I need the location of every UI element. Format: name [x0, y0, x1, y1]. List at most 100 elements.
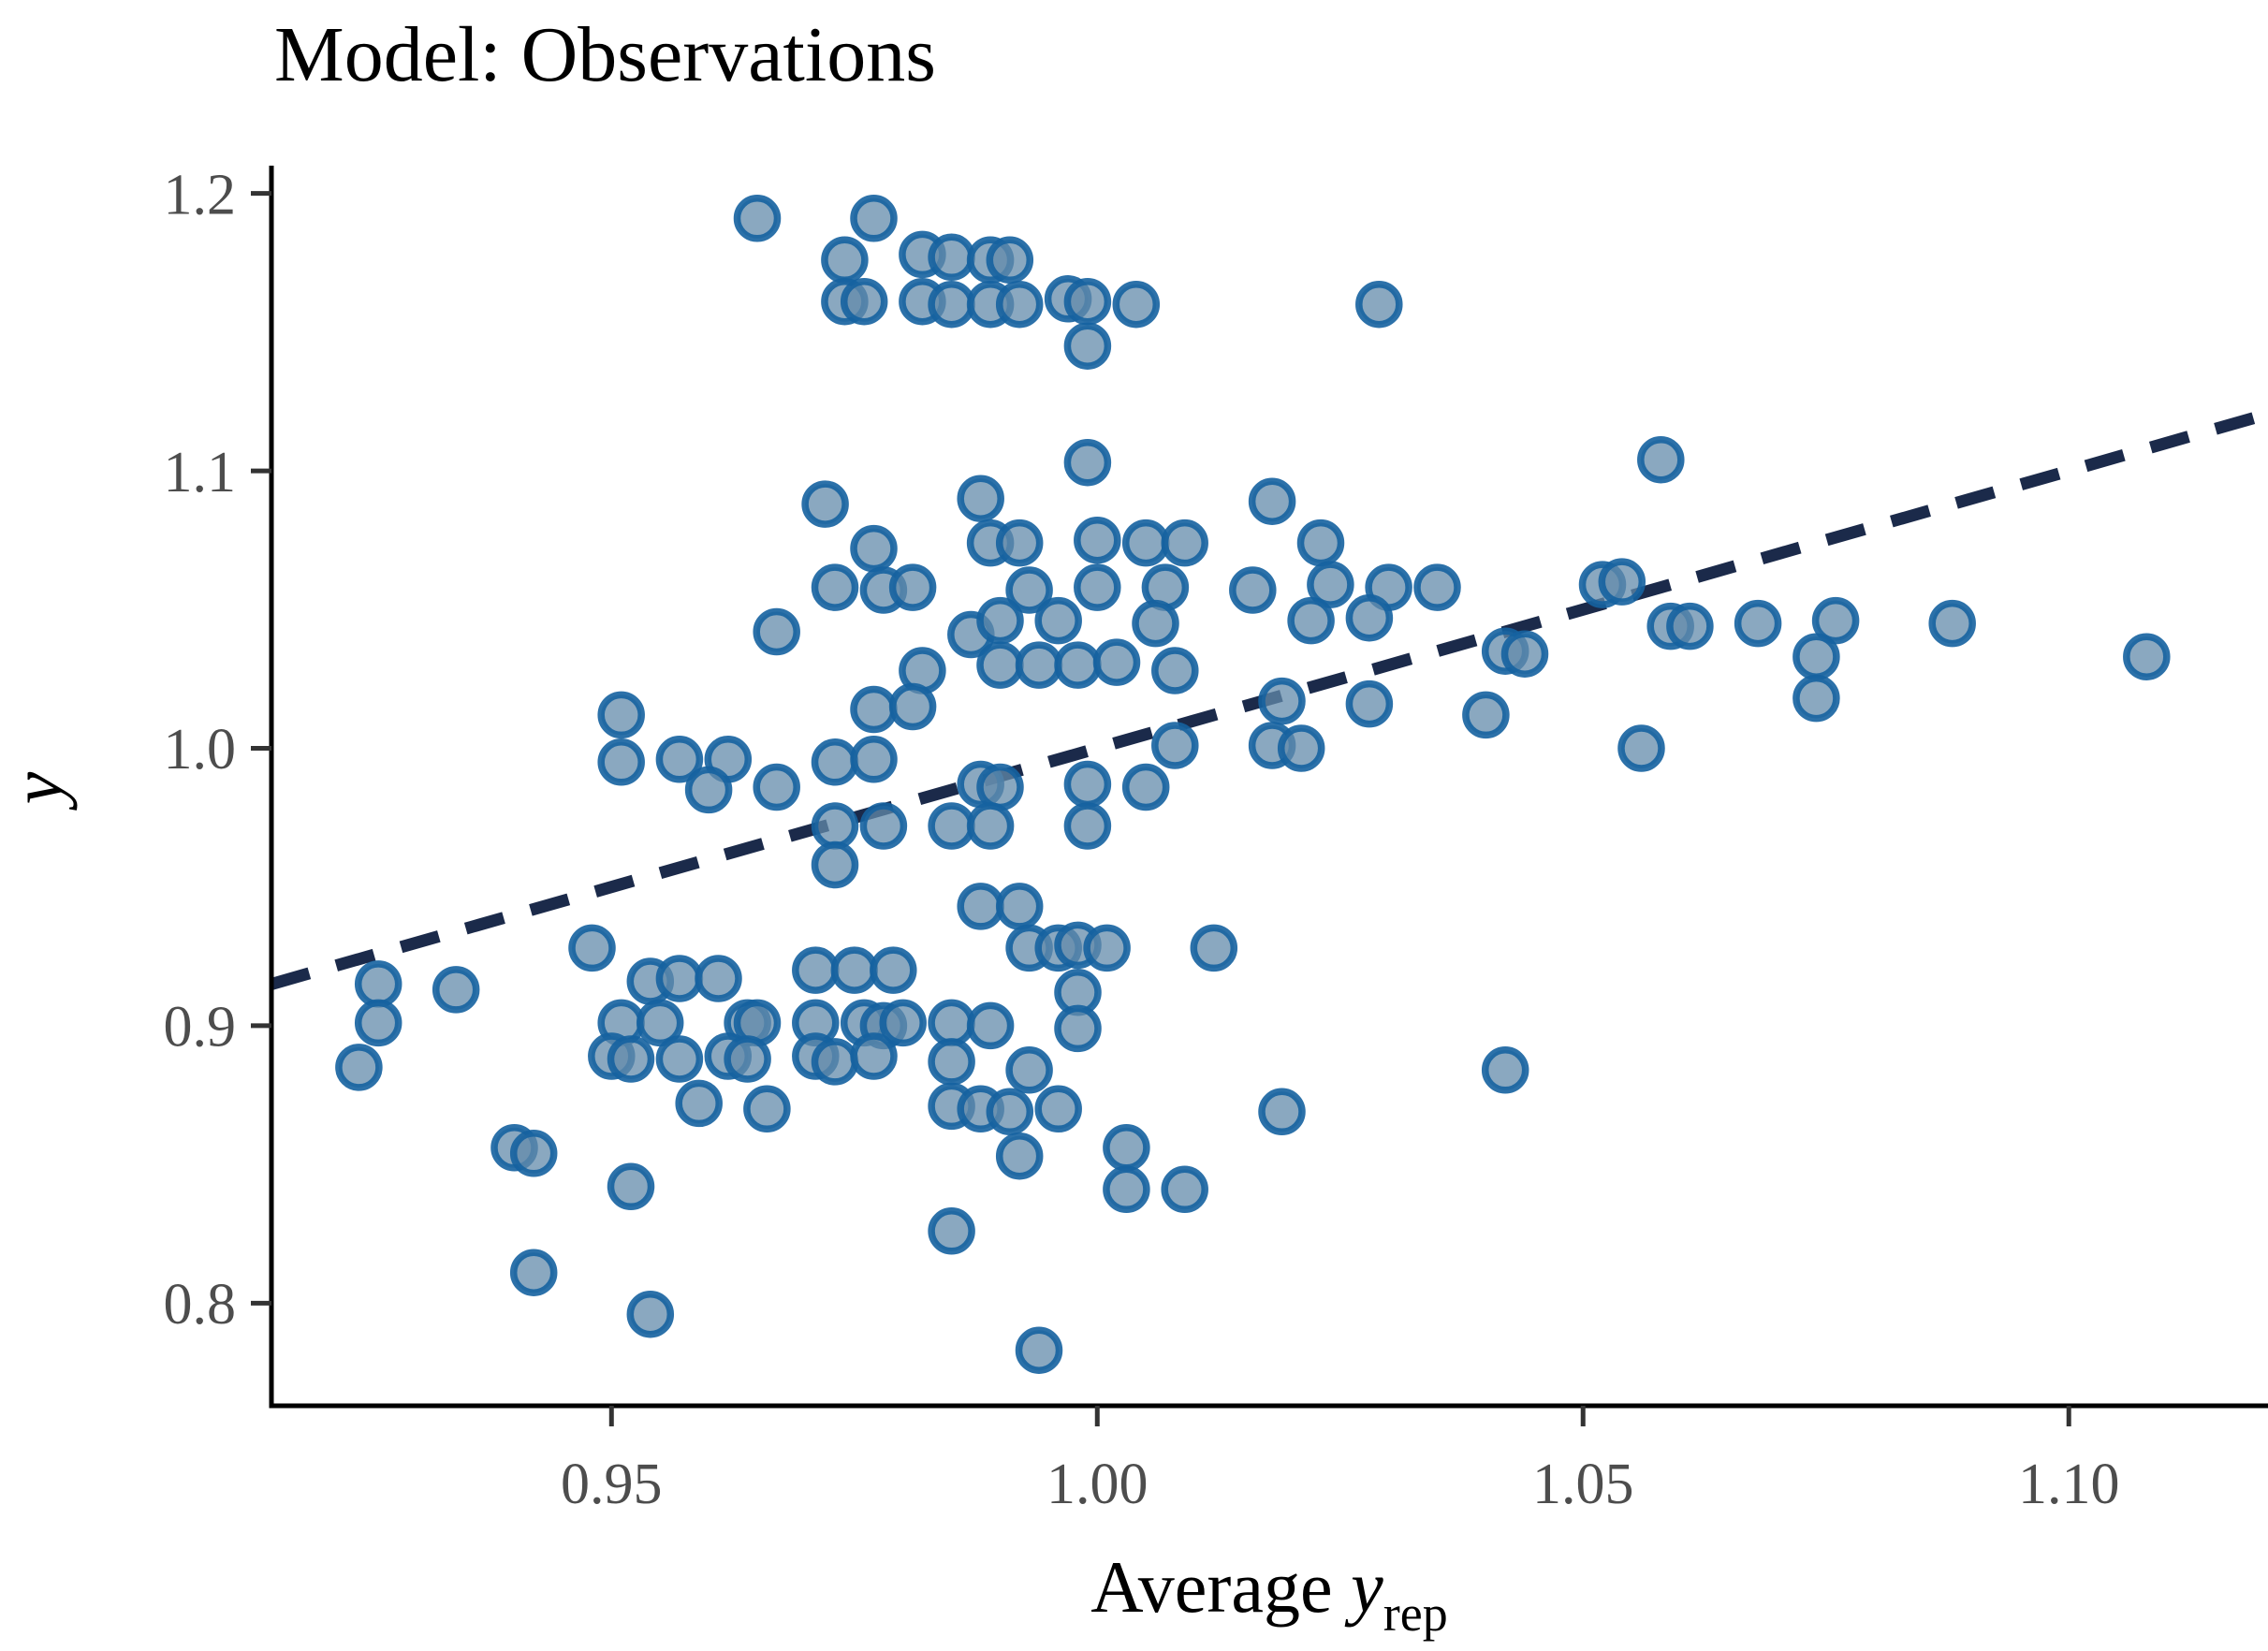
data-point — [976, 596, 1024, 645]
data-point — [1792, 633, 1840, 680]
data-point — [995, 519, 1044, 567]
data-point — [695, 955, 742, 1002]
data-point — [1258, 1088, 1306, 1136]
data-point — [1277, 724, 1325, 772]
data-point — [966, 802, 1015, 850]
data-point — [792, 946, 840, 994]
data-point — [1015, 641, 1063, 689]
x-axis-label-prefix: Average — [1090, 1546, 1351, 1628]
data-point — [1034, 596, 1082, 645]
data-point — [2123, 633, 2171, 680]
x-tick-label: 1.10 — [2018, 1453, 2120, 1516]
data-point — [1248, 477, 1296, 525]
data-point — [354, 960, 402, 1008]
data-point — [811, 738, 859, 786]
y-tick-label: 0.9 — [164, 996, 237, 1059]
data-point — [1103, 1165, 1150, 1214]
data-point — [850, 195, 898, 242]
data-point — [995, 1132, 1044, 1180]
data-point — [1617, 724, 1665, 772]
data-point — [1307, 561, 1354, 608]
data-point — [1811, 596, 1860, 645]
data-point — [879, 999, 927, 1047]
data-point — [870, 946, 917, 994]
x-axis-label-subscript: rep — [1383, 1585, 1448, 1642]
data-point — [684, 766, 733, 814]
data-point — [1121, 519, 1170, 567]
data-point — [1063, 322, 1112, 370]
data-point — [597, 691, 645, 739]
data-point — [928, 1038, 975, 1086]
data-point — [928, 999, 975, 1047]
data-point — [655, 955, 704, 1002]
data-point — [1734, 599, 1782, 648]
data-point — [957, 475, 1004, 522]
data-point — [840, 277, 888, 326]
data-point — [986, 1088, 1034, 1136]
data-point — [1161, 1165, 1208, 1214]
data-point — [1132, 599, 1179, 648]
data-point — [509, 1130, 558, 1177]
data-point — [928, 1207, 975, 1255]
data-point — [607, 1162, 655, 1211]
data-point — [995, 280, 1044, 329]
data-point — [1229, 566, 1277, 614]
data-point — [568, 924, 616, 972]
x-tick-label: 0.95 — [561, 1453, 663, 1516]
data-point — [1666, 602, 1714, 650]
data-point — [966, 1001, 1015, 1050]
data-point — [888, 682, 937, 731]
data-point — [928, 233, 975, 282]
data-point — [928, 280, 975, 329]
y-tick-label: 1.0 — [164, 718, 237, 782]
data-point — [597, 738, 645, 786]
data-point — [1074, 563, 1121, 611]
data-point — [432, 966, 480, 1014]
data-point — [811, 802, 859, 850]
data-point — [1005, 566, 1053, 614]
data-point — [1034, 1085, 1082, 1133]
data-point — [850, 524, 898, 573]
data-point — [753, 607, 800, 656]
data-point — [1161, 519, 1208, 567]
data-point — [976, 763, 1024, 811]
data-point — [724, 1035, 771, 1083]
data-point — [1121, 763, 1170, 811]
data-point — [655, 736, 704, 783]
data-point — [1005, 1046, 1053, 1094]
data-point — [1500, 630, 1549, 678]
data-point — [354, 999, 402, 1047]
data-point — [811, 840, 859, 889]
data-point — [655, 1035, 704, 1083]
y-tick-label: 0.8 — [164, 1273, 237, 1337]
data-point — [821, 236, 869, 285]
data-point — [607, 1035, 655, 1083]
data-point — [335, 1044, 383, 1091]
data-point — [1413, 563, 1461, 611]
data-point — [1015, 1326, 1063, 1374]
data-point — [1598, 558, 1646, 606]
chart-title: Model: Observations — [274, 11, 936, 98]
data-point — [1792, 674, 1840, 723]
data-point — [675, 1079, 723, 1128]
y-tick-label: 1.2 — [164, 163, 237, 226]
data-point — [1063, 760, 1112, 809]
x-tick-label: 1.00 — [1046, 1453, 1149, 1516]
data-point — [928, 802, 975, 850]
x-tick-label: 1.05 — [1532, 1453, 1634, 1516]
data-point — [1063, 802, 1112, 850]
data-point — [801, 480, 849, 528]
data-point — [1103, 1124, 1150, 1172]
data-point — [733, 195, 782, 242]
data-point — [1083, 924, 1131, 972]
data-point — [830, 946, 879, 994]
data-point — [1355, 280, 1403, 329]
data-point — [1092, 638, 1141, 686]
data-point — [850, 736, 898, 783]
data-point — [1151, 647, 1199, 694]
y-axis-label: y — [0, 771, 78, 811]
x-axis-label: Average yrep — [1090, 1546, 1447, 1642]
data-point — [636, 999, 684, 1047]
data-point — [1462, 691, 1510, 739]
